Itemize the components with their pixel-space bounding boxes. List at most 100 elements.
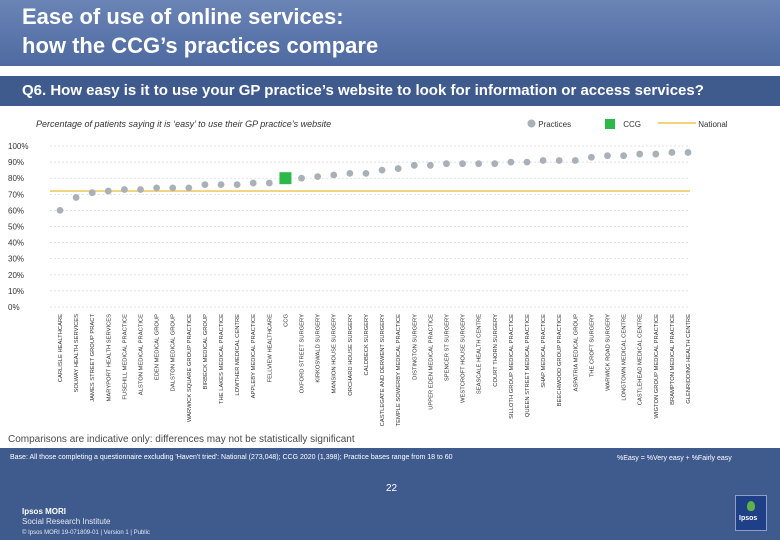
practice-marker	[249, 179, 257, 187]
practice-marker	[346, 169, 354, 177]
practice-marker	[426, 161, 434, 169]
x-tick-label: LOWTHER MEDICAL CENTRE	[235, 314, 241, 396]
y-tick-label: 10%	[8, 287, 24, 296]
legend-practices-label: Practices	[538, 120, 572, 129]
x-tick-label: QUEEN STREET MEDICAL PRACTICE	[525, 314, 531, 417]
practice-marker	[394, 165, 402, 172]
ipsos-logo-text: Ipsos	[739, 515, 758, 522]
legend-practices: Practices	[527, 119, 571, 129]
ipsos-logo-figure-icon	[747, 501, 755, 511]
x-tick-label: SILLOTH GROUP MEDICAL PRACTICE	[509, 314, 515, 419]
practice-marker	[169, 184, 177, 192]
x-tick-label: CCG	[283, 314, 289, 327]
practice-marker	[555, 157, 563, 164]
practice-marker	[265, 179, 273, 187]
practice-marker	[185, 184, 193, 192]
chart: 0% 10% 20% 30% 40% 50% 60% 70% 80% 90% 100% CARLIS…	[8, 142, 692, 427]
x-tick-label: WARWICK SQUARE GROUP PRACTICE	[187, 314, 193, 422]
easy-definition: %Easy = %Very easy + %Fairly easy	[617, 455, 732, 462]
comparisons-note: Comparisons are indicative only: differe…	[8, 434, 355, 445]
practice-marker	[539, 157, 547, 164]
practice-marker	[362, 169, 370, 177]
y-axis-labels: 0% 10% 20% 30% 40% 50% 60% 70% 80% 90% 100%	[8, 142, 28, 312]
y-tick-label: 50%	[8, 223, 24, 232]
ipsos-mori-logo-text: Ipsos MORI	[22, 507, 67, 516]
x-tick-label: GLENRIDDING HEALTH CENTRE	[686, 314, 692, 404]
x-tick-label: OXFORD STREET SURGERY	[300, 314, 306, 393]
x-tick-label: WESTCROFT HOUSE SURGERY	[461, 314, 467, 403]
x-tick-label: THE CROFT SURGERY	[589, 314, 595, 377]
practice-marker	[378, 166, 386, 174]
practice-marker	[475, 160, 483, 168]
practice-marker	[443, 160, 450, 168]
x-tick-label: KIRKOSWALD SURGERY	[316, 314, 322, 383]
footer: Base: All those completing a questionnai…	[0, 448, 780, 540]
ccg-marker	[279, 172, 292, 185]
y-tick-label: 20%	[8, 271, 24, 280]
practice-marker	[56, 207, 64, 214]
x-tick-label: SPENCER ST SURGERY	[444, 314, 450, 381]
x-tick-label: BIRBECK MEDICAL GROUP	[203, 314, 209, 390]
practice-marker	[636, 150, 644, 158]
practice-marker	[491, 160, 499, 168]
legend-national: National	[658, 119, 728, 129]
y-tick-label: 60%	[8, 206, 24, 215]
base-note: Base: All those completing a questionnai…	[10, 454, 453, 461]
y-tick-label: 80%	[8, 174, 24, 183]
x-tick-label: THE LAKES MEDICAL PRACTICE	[219, 314, 225, 404]
legend-national-line	[658, 122, 696, 124]
practice-marker	[459, 160, 466, 168]
x-tick-label: APPLEBY MEDICAL PRACTICE	[251, 314, 257, 399]
x-tick-label: BRAMPTON MEDICAL PRACTICE	[670, 314, 676, 405]
ipsos-logo: Ipsos	[735, 495, 767, 531]
y-tick-label: 0%	[8, 303, 20, 312]
practice-marker	[72, 194, 80, 201]
page-title-line-2: how the CCG’s practices compare	[22, 33, 379, 58]
practice-marker	[298, 174, 305, 182]
copyright-text: © Ipsos MORI 19-071809-01 | Version 1 | …	[22, 530, 150, 536]
x-tick-label: WIGTON GROUP MEDICAL PRACTICE	[654, 314, 660, 419]
y-tick-label: 30%	[8, 255, 24, 264]
practice-marker	[684, 149, 692, 156]
x-tick-label: DALSTON MEDICAL GROUP	[171, 314, 177, 391]
header: Ease of use of online services: how the …	[0, 0, 780, 66]
question-text: Q6. How easy is it to use your GP practi…	[22, 82, 704, 99]
practice-marker	[668, 149, 676, 156]
x-tick-label: EDEN MEDICAL GROUP	[155, 314, 161, 380]
y-tick-label: 40%	[8, 239, 24, 248]
y-tick-label: 100%	[8, 142, 28, 151]
x-tick-label: LONGTOWN MEDICAL CENTRE	[622, 314, 628, 401]
practice-marker	[88, 189, 96, 197]
practice-marker	[571, 157, 579, 164]
x-tick-label: CASTLEGATE AND DERWENT SURGERY	[380, 314, 386, 426]
social-research-institute-text: Social Research Institute	[22, 517, 111, 526]
practice-marker	[201, 181, 209, 189]
legend-ccg: CCG	[605, 119, 641, 129]
x-tick-label: SHAP MEDICAL PRACTICE	[541, 314, 547, 388]
x-tick-label: TEMPLE SOWERBY MEDICAL PRACTICE	[396, 314, 402, 427]
x-tick-label: WARWICK ROAD SURGERY	[605, 314, 611, 391]
legend-national-label: National	[698, 120, 728, 129]
legend-practices-marker	[527, 119, 536, 128]
x-tick-label: SOLWAY HEALTH SERVICES	[74, 314, 80, 393]
practice-marker	[652, 150, 660, 158]
practice-marker	[620, 152, 627, 160]
y-tick-label: 90%	[8, 158, 24, 167]
practice-marker	[137, 186, 144, 193]
x-tick-label: CARLISLE HEALTHCARE	[58, 314, 64, 382]
practice-marker	[523, 158, 531, 166]
data-markers	[56, 149, 692, 214]
x-tick-label: ORCHARD HOUSE SURGERY	[348, 314, 354, 396]
x-tick-label: JAMES STREET GROUP PRACT	[90, 314, 96, 402]
practice-marker	[314, 173, 322, 180]
x-tick-label: MARYPORT HEALTH SERVICES	[106, 314, 112, 402]
x-tick-label: MANSION HOUSE SURGERY	[332, 314, 338, 394]
x-tick-label: UPPER EDEN MEDICAL PRACTICE	[428, 314, 434, 410]
x-tick-label: ASPATRIA MEDICAL GROUP	[573, 314, 579, 392]
practice-marker	[410, 161, 418, 169]
chart-subtitle: Percentage of patients saying it is ‘eas…	[36, 119, 332, 129]
page-title-line-1: Ease of use of online services:	[22, 4, 344, 29]
x-tick-label: CASTLEHEAD MEDICAL CENTRE	[638, 314, 644, 405]
x-tick-label: FUSEHILL MEDICAL PRACTICE	[122, 314, 128, 400]
practice-marker	[153, 184, 161, 192]
